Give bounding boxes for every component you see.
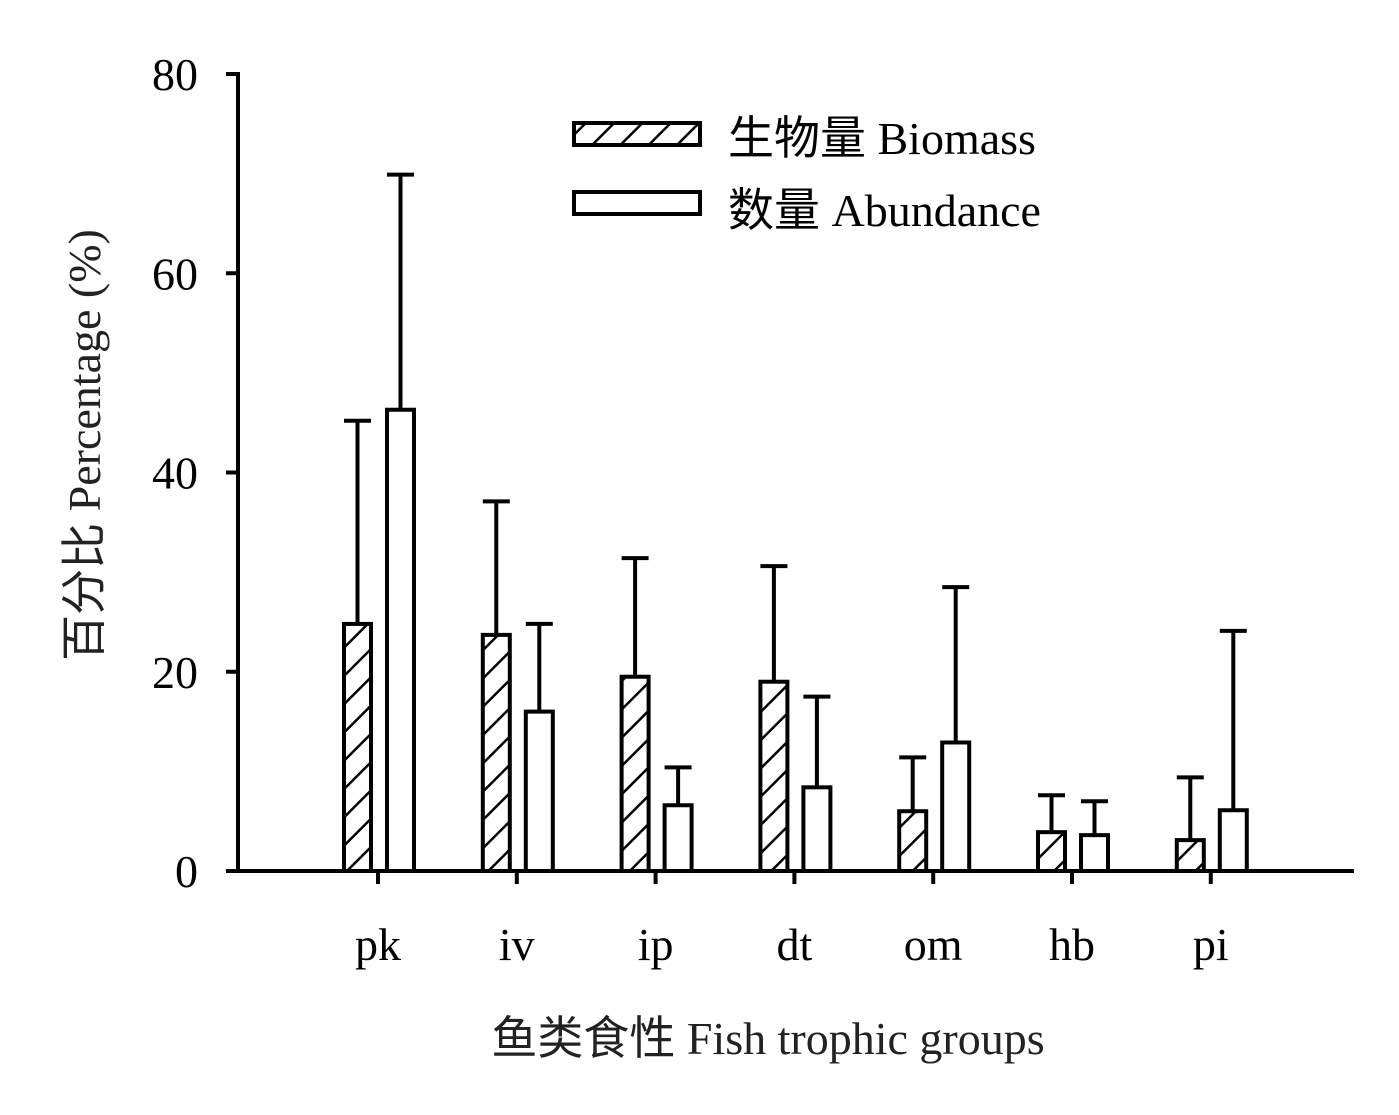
y-axis-label: 百分比 Percentage (%): [59, 229, 110, 661]
x-tick-label: pi: [1193, 919, 1229, 970]
x-tick-label: pk: [355, 919, 401, 970]
y-tick-label: 80: [152, 49, 198, 100]
legend-swatch-biomass: [572, 121, 702, 147]
y-tick-label: 60: [152, 248, 198, 299]
bar-biomass-pi: [1174, 838, 1206, 874]
x-tick-label: om: [904, 919, 963, 970]
x-tick-label: iv: [499, 919, 535, 970]
x-tick-label: dt: [777, 919, 813, 970]
bar-biomass-ip: [619, 674, 651, 874]
bar-biomass-iv: [480, 632, 512, 873]
legend-swatch-abundance: [572, 190, 702, 216]
bar-abundance-dt: [801, 785, 833, 873]
bar-abundance-hb: [1079, 833, 1110, 874]
bar-biomass-om: [897, 809, 929, 873]
bar-abundance-ip: [662, 803, 694, 873]
y-tick-label: 20: [152, 647, 198, 698]
y-tick-label: 0: [175, 846, 198, 897]
bar-abundance-pk: [385, 407, 416, 873]
y-tick-label: 40: [152, 448, 198, 499]
x-axis-label: 鱼类食性 Fish trophic groups: [491, 1013, 1044, 1064]
bar-abundance-iv: [523, 709, 555, 873]
bar-biomass-hb: [1036, 830, 1067, 873]
bar-abundance-pi: [1217, 808, 1249, 874]
bar-biomass-dt: [758, 679, 790, 874]
x-tick-label: hb: [1049, 919, 1095, 970]
bar-abundance-om: [940, 740, 972, 874]
legend: 生物量 Biomass 数量 Abundance: [572, 113, 1041, 236]
legend-label-abundance: 数量 Abundance: [728, 185, 1041, 236]
x-tick-label: ip: [638, 919, 674, 970]
bar-biomass-pk: [342, 621, 373, 873]
legend-label-biomass: 生物量 Biomass: [728, 113, 1036, 164]
